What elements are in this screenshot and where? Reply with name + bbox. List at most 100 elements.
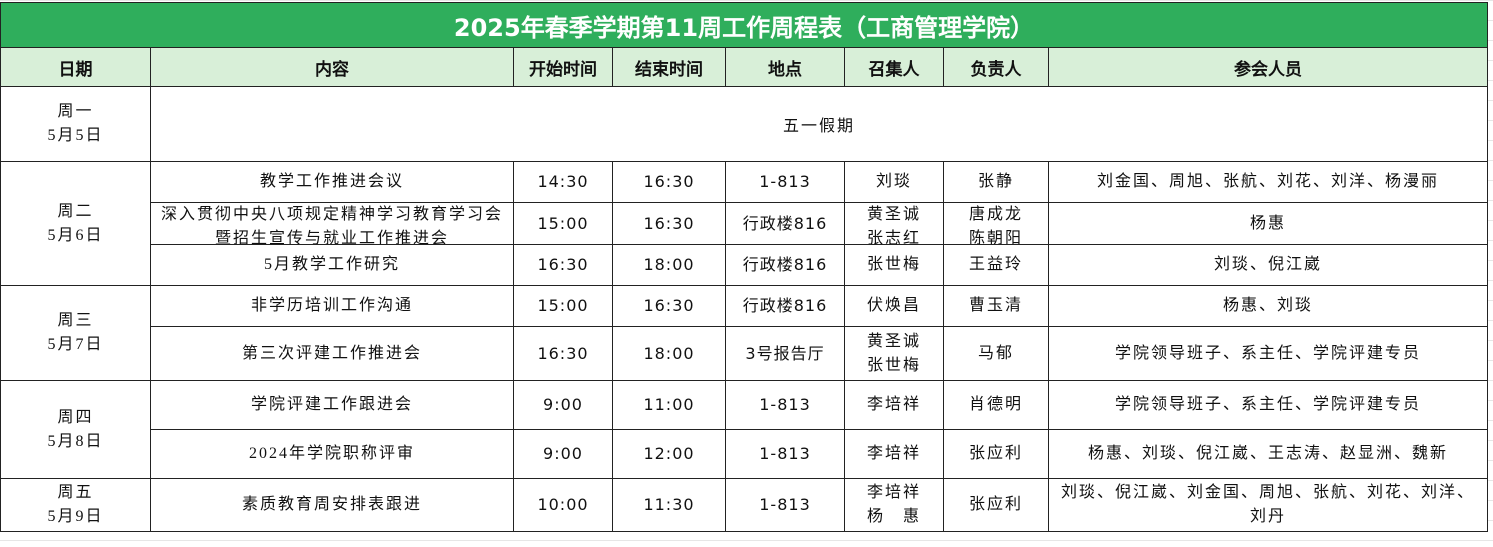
start-text: 9:00	[543, 444, 583, 463]
place-text: 行政楼816	[742, 213, 828, 233]
convener-cell[interactable]: 李培祥 杨 惠	[844, 478, 944, 532]
header-attendees[interactable]: 参会人员	[1048, 47, 1488, 87]
owner-cell[interactable]: 马郁	[943, 326, 1049, 381]
start-cell[interactable]: 16:30	[513, 326, 613, 381]
convener-cell[interactable]: 伏焕昌	[844, 285, 944, 327]
attendees-cell[interactable]: 学院领导班子、系主任、学院评建专员	[1048, 326, 1488, 381]
content-text: 深入贯彻中央八项规定精神学习教育学习会暨招生宣传与就业工作推进会	[160, 206, 503, 244]
place-cell[interactable]: 行政楼816	[725, 202, 845, 245]
attendees-text: 杨惠、刘琰、倪江崴、王志涛、赵显洲、魏新	[1087, 445, 1448, 462]
start-text: 16:30	[537, 343, 589, 363]
start-cell[interactable]: 16:30	[513, 244, 613, 286]
convener-cell[interactable]: 李培祥	[844, 380, 944, 430]
sheet-title[interactable]: 2025年春季学期第11周工作周程表（工商管理学院）	[0, 2, 1488, 48]
header-date[interactable]: 日期	[0, 47, 151, 87]
date-cell[interactable]: 周四 5月8日	[0, 380, 151, 479]
content-text: 教学工作推进会议	[259, 173, 404, 190]
owner-cell[interactable]: 曹玉清	[943, 285, 1049, 327]
place-cell[interactable]: 1-813	[725, 380, 845, 430]
place-text: 行政楼816	[742, 255, 828, 274]
content-text: 第三次评建工作推进会	[241, 344, 422, 362]
owner-cell[interactable]: 张静	[943, 161, 1049, 203]
end-cell[interactable]: 18:00	[612, 326, 726, 381]
header-responsible[interactable]: 负责人	[943, 47, 1049, 87]
table-row: 5月教学工作研究 16:30 18:00 行政楼816 张世梅 王益玲 刘琰、倪江崴	[1, 244, 1488, 286]
attendees-cell[interactable]: 杨惠、刘琰	[1048, 285, 1488, 327]
content-cell[interactable]: 非学历培训工作沟通	[150, 285, 514, 327]
place-cell[interactable]: 1-813	[725, 161, 845, 203]
place-cell[interactable]: 3号报告厅	[725, 326, 845, 381]
attendees-cell[interactable]: 刘琰、倪江崴、刘金国、周旭、张航、刘花、刘洋、刘丹	[1048, 478, 1488, 532]
content-cell[interactable]: 学院评建工作跟进会	[150, 380, 514, 430]
owner-text: 马郁	[977, 344, 1014, 362]
attendees-cell[interactable]: 杨惠、刘琰、倪江崴、王志涛、赵显洲、魏新	[1048, 429, 1488, 479]
content-cell[interactable]: 2024年学院职称评审	[150, 429, 514, 479]
owner-text: 曹玉清	[968, 297, 1023, 314]
place-cell[interactable]: 1-813	[725, 478, 845, 532]
owner-text: 唐成龙 陈朝阳	[968, 206, 1023, 244]
owner-cell[interactable]: 张应利	[943, 429, 1049, 479]
place-text: 1-813	[759, 395, 811, 414]
end-cell[interactable]: 11:30	[612, 478, 726, 532]
attendees-cell[interactable]: 刘琰、倪江崴	[1048, 244, 1488, 286]
owner-text: 张应利	[968, 496, 1023, 513]
convener-cell[interactable]: 刘琰	[844, 161, 944, 203]
owner-cell[interactable]: 唐成龙 陈朝阳	[943, 202, 1049, 245]
start-cell[interactable]: 14:30	[513, 161, 613, 203]
start-cell[interactable]: 10:00	[513, 478, 613, 532]
place-cell[interactable]: 行政楼816	[725, 244, 845, 286]
convener-text: 李培祥	[866, 445, 921, 462]
end-text: 16:30	[643, 172, 695, 191]
header-content[interactable]: 内容	[150, 47, 514, 87]
attendees-text: 杨惠	[1249, 214, 1286, 232]
attendees-cell[interactable]: 杨惠	[1048, 202, 1488, 245]
place-cell[interactable]: 1-813	[725, 429, 845, 479]
end-cell[interactable]: 16:30	[612, 285, 726, 327]
owner-cell[interactable]: 王益玲	[943, 244, 1049, 286]
end-text: 18:00	[643, 343, 695, 363]
start-cell[interactable]: 15:00	[513, 202, 613, 245]
date-cell[interactable]: 周二 5月6日	[0, 161, 151, 286]
weekday: 周四	[57, 408, 94, 426]
end-cell[interactable]: 16:30	[612, 161, 726, 203]
content-cell[interactable]: 5月教学工作研究	[150, 244, 514, 286]
end-cell[interactable]: 18:00	[612, 244, 726, 286]
header-end-time[interactable]: 结束时间	[612, 47, 726, 87]
end-cell[interactable]: 16:30	[612, 202, 726, 245]
owner-cell[interactable]: 肖德明	[943, 380, 1049, 430]
content-cell[interactable]: 教学工作推进会议	[150, 161, 514, 203]
attendees-text: 学院领导班子、系主任、学院评建专员	[1114, 344, 1421, 362]
table-row: 周三 5月7日 非学历培训工作沟通 15:00 16:30 行政楼816 伏焕昌 曹玉清 杨惠、…	[0, 285, 1488, 381]
header-location[interactable]: 地点	[725, 47, 845, 87]
content-cell[interactable]: 深入贯彻中央八项规定精神学习教育学习会暨招生宣传与就业工作推进会	[150, 202, 514, 245]
convener-cell[interactable]: 张世梅	[844, 244, 944, 286]
end-text: 11:00	[643, 395, 695, 414]
date-cell[interactable]: 周五 5月9日	[0, 478, 151, 532]
owner-cell[interactable]: 张应利	[943, 478, 1049, 532]
convener-cell[interactable]: 李培祥	[844, 429, 944, 479]
table-row: 第三次评建工作推进会 16:30 18:00 3号报告厅 黄圣诚 张世梅 马郁 学院领导班子…	[1, 326, 1488, 381]
start-cell[interactable]: 15:00	[513, 285, 613, 327]
start-text: 15:00	[537, 213, 589, 233]
place-cell[interactable]: 行政楼816	[725, 285, 845, 327]
convener-text: 黄圣诚 张志红	[866, 206, 921, 244]
start-cell[interactable]: 9:00	[513, 380, 613, 430]
holiday-cell[interactable]: 五一假期	[150, 86, 1488, 162]
attendees-text: 刘金国、周旭、张航、刘花、刘洋、杨漫丽	[1096, 173, 1439, 190]
end-cell[interactable]: 11:00	[612, 380, 726, 430]
header-start-time[interactable]: 开始时间	[513, 47, 613, 87]
header-convener[interactable]: 召集人	[844, 47, 944, 87]
attendees-text: 刘琰、倪江崴、刘金国、周旭、张航、刘花、刘洋、刘丹	[1060, 484, 1475, 525]
attendees-cell[interactable]: 刘金国、周旭、张航、刘花、刘洋、杨漫丽	[1048, 161, 1488, 203]
convener-cell[interactable]: 黄圣诚 张世梅	[844, 326, 944, 381]
start-cell[interactable]: 9:00	[513, 429, 613, 479]
convener-text: 张世梅	[866, 256, 921, 273]
convener-text: 李培祥	[866, 396, 921, 413]
convener-cell[interactable]: 黄圣诚 张志红	[844, 202, 944, 245]
content-cell[interactable]: 第三次评建工作推进会	[150, 326, 514, 381]
date-cell[interactable]: 周三 5月7日	[0, 285, 151, 381]
content-cell[interactable]: 素质教育周安排表跟进	[150, 478, 514, 532]
end-cell[interactable]: 12:00	[612, 429, 726, 479]
attendees-cell[interactable]: 学院领导班子、系主任、学院评建专员	[1048, 380, 1488, 430]
date-cell[interactable]: 周一 5月5日	[0, 86, 151, 162]
